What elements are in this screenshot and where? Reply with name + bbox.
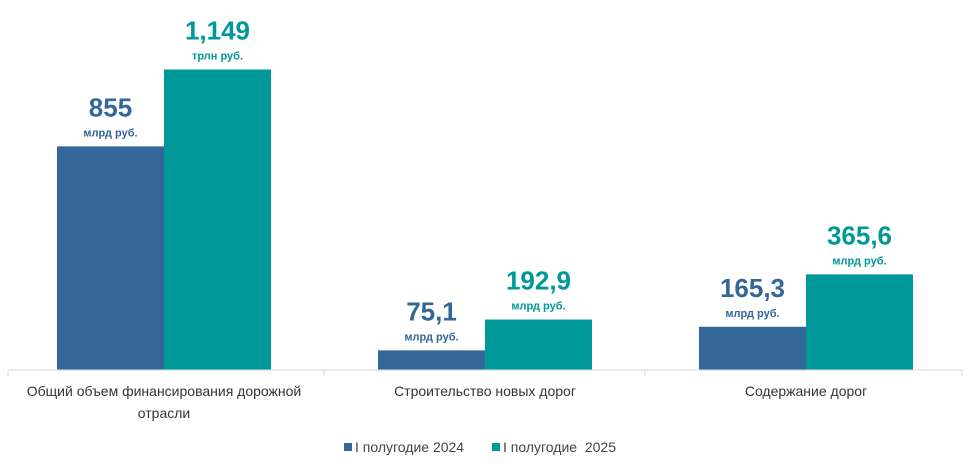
legend-swatch [344, 443, 352, 451]
data-unit-label: млрд руб. [511, 301, 565, 313]
data-value-label: 75,1 [406, 296, 457, 326]
legend-label: I полугодие 2025 [503, 439, 616, 455]
data-unit-label: млрд руб. [832, 255, 886, 267]
data-value-label: 855 [89, 92, 132, 122]
bar-2025-0 [164, 69, 271, 370]
data-value-label: 1,149 [185, 15, 250, 45]
category-label: отрасли [138, 405, 190, 421]
bar-2024-1 [378, 350, 485, 370]
data-value-label: 165,3 [720, 273, 785, 303]
bar-2024-2 [699, 326, 806, 370]
bar-2024-0 [57, 146, 164, 370]
data-unit-label: млрд руб. [83, 127, 137, 139]
bar-2025-2 [806, 274, 913, 370]
data-value-label: 365,6 [827, 220, 892, 250]
value-labels-layer: 855 млрд руб. 1,149 трлн руб. 75,1 млрд руб. 1… [83, 15, 892, 343]
data-unit-label: трлн руб. [192, 50, 243, 62]
legend-swatch [492, 443, 500, 451]
bar-2025-1 [485, 319, 592, 370]
category-label: Общий объем финансирования дорожной [27, 383, 302, 399]
category-label: Содержание дорог [745, 383, 867, 399]
x-axis-ticks [7, 370, 963, 376]
legend: I полугодие 2024 I полугодие 2025 [344, 439, 616, 455]
category-label: Строительство новых дорог [394, 383, 576, 399]
data-unit-label: млрд руб. [725, 308, 779, 320]
legend-label: I полугодие 2024 [355, 439, 464, 455]
bars-layer [57, 69, 913, 370]
data-value-label: 192,9 [506, 266, 571, 296]
data-unit-label: млрд руб. [404, 331, 458, 343]
category-labels-layer: Общий объем финансирования дорожной отрас… [27, 383, 867, 421]
